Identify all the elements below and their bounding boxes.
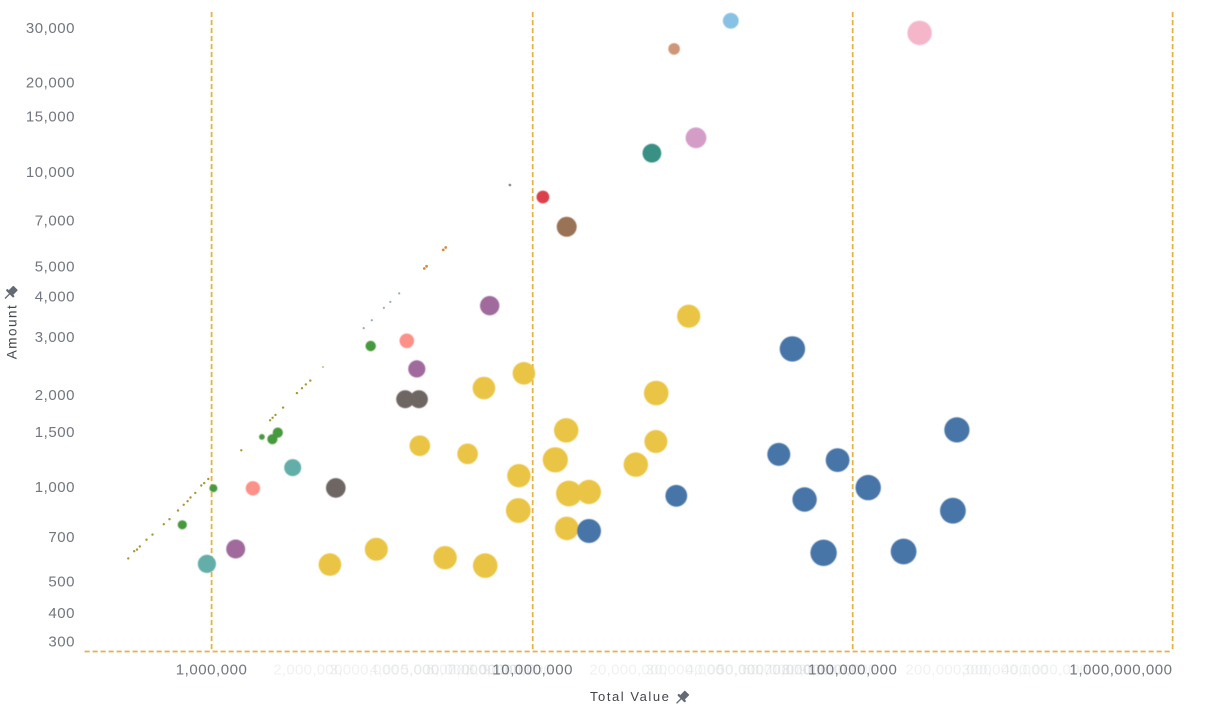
svg-text:20,000: 20,000: [26, 75, 75, 92]
svg-text:8,000,000: 8,000,000: [466, 661, 535, 678]
svg-text:7,000,000: 7,000,000: [448, 661, 517, 678]
svg-text:1,500: 1,500: [35, 424, 75, 441]
svg-text:80,000,000: 80,000,000: [782, 661, 860, 678]
svg-text:15,000: 15,000: [26, 109, 75, 126]
svg-text:30,000,000: 30,000,000: [646, 661, 724, 678]
svg-text:4,000,000: 4,000,000: [370, 661, 439, 678]
svg-text:300: 300: [48, 634, 75, 651]
svg-text:50,000,000: 50,000,000: [717, 661, 795, 678]
svg-text:1,000,000,000: 1,000,000,000: [1069, 661, 1172, 678]
svg-text:4,000: 4,000: [35, 288, 75, 305]
svg-text:90,000,000: 90,000,000: [799, 661, 877, 678]
svg-text:2,000,000: 2,000,000: [273, 661, 342, 678]
svg-text:60,000,000: 60,000,000: [742, 661, 820, 678]
svg-text:5,000: 5,000: [35, 259, 75, 276]
svg-text:7,000: 7,000: [35, 213, 75, 230]
svg-text:100,000,000: 100,000,000: [808, 661, 897, 678]
svg-text:10,000: 10,000: [26, 164, 75, 181]
svg-text:3,000: 3,000: [35, 329, 75, 346]
svg-text:500: 500: [48, 573, 75, 590]
svg-text:40,000,000: 40,000,000: [686, 661, 764, 678]
svg-text:1,000,000: 1,000,000: [176, 661, 248, 678]
svg-text:1,000: 1,000: [35, 479, 75, 496]
svg-text:6,000,000: 6,000,000: [426, 661, 495, 678]
svg-text:Amount: Amount: [5, 304, 20, 360]
svg-text:3,000,000: 3,000,000: [330, 661, 399, 678]
svg-text:30,000: 30,000: [26, 20, 75, 37]
svg-text:5,000,000: 5,000,000: [401, 661, 470, 678]
svg-text:200,000,000: 200,000,000: [905, 661, 992, 678]
svg-text:10,000,000: 10,000,000: [492, 661, 573, 678]
svg-text:400: 400: [48, 605, 75, 622]
svg-text:2,000: 2,000: [35, 387, 75, 404]
svg-text:700: 700: [48, 529, 75, 546]
svg-text:Total Value: Total Value: [590, 689, 670, 704]
svg-text:400,000,000: 400,000,000: [1002, 661, 1089, 678]
svg-text:9,000,000: 9,000,000: [483, 661, 552, 678]
svg-text:20,000,000: 20,000,000: [589, 661, 667, 678]
svg-text:300,000,000: 300,000,000: [962, 661, 1049, 678]
svg-text:70,000,000: 70,000,000: [764, 661, 842, 678]
